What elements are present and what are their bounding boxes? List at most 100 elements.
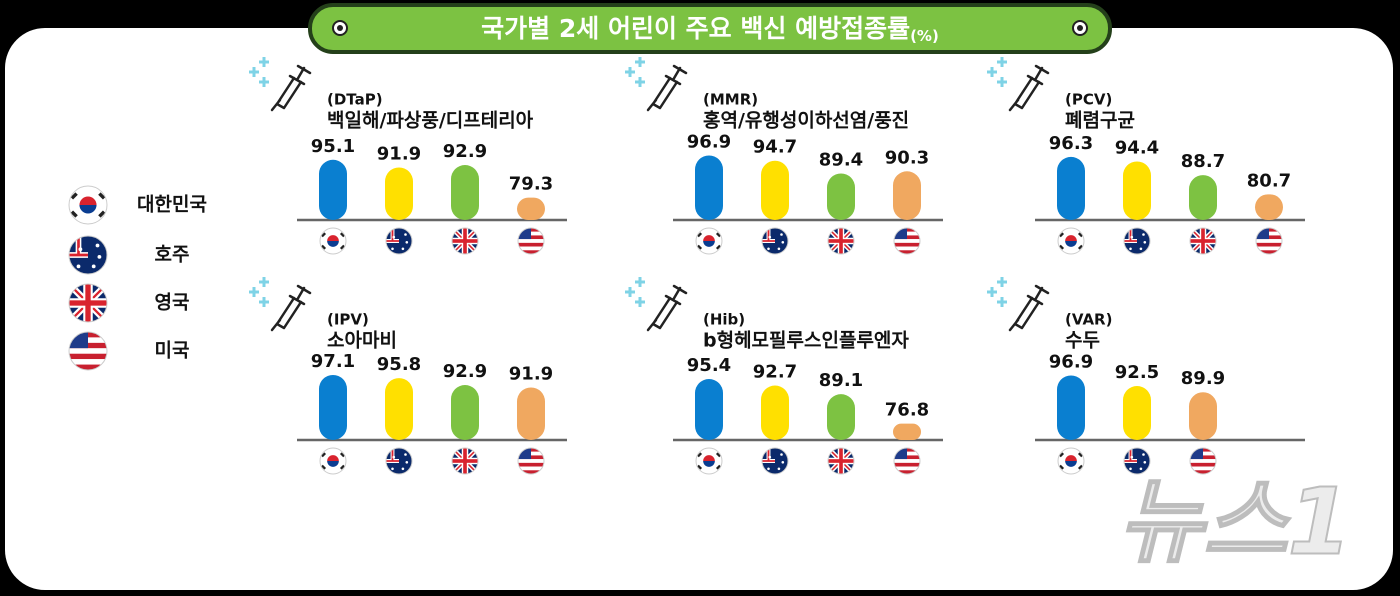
flag-rim xyxy=(451,227,479,255)
flag-part xyxy=(452,459,478,463)
value-label: 94.7 xyxy=(753,137,797,158)
flag-part xyxy=(828,459,854,463)
bar xyxy=(761,385,789,440)
flag-rim xyxy=(1189,447,1217,475)
flag-part xyxy=(321,464,327,470)
bar xyxy=(1123,161,1151,220)
flag xyxy=(1058,228,1084,254)
value-label: 89.1 xyxy=(819,370,863,391)
syringe xyxy=(646,64,688,112)
flag-rim xyxy=(1123,447,1151,475)
syringe xyxy=(1008,64,1050,112)
chart-title: 국가별 2세 어린이 주요 백신 예방접종률(%) xyxy=(481,14,939,45)
flag-part xyxy=(697,232,703,238)
bar xyxy=(1057,375,1085,440)
bar xyxy=(1123,386,1151,440)
syringe-icon xyxy=(987,57,1050,112)
flag-stripe xyxy=(69,348,107,354)
flag-rim xyxy=(68,185,108,225)
pill-dot xyxy=(337,25,343,31)
bar xyxy=(1189,392,1217,440)
flag-part xyxy=(339,452,345,458)
flag-rim xyxy=(68,283,108,323)
value-label: 79.3 xyxy=(509,174,553,195)
flag-part xyxy=(321,244,327,250)
syringe-icon xyxy=(625,277,688,332)
flag-rim xyxy=(1255,227,1283,255)
bar xyxy=(761,160,789,220)
flag-stripe xyxy=(894,462,920,467)
flag-rim xyxy=(517,447,545,475)
value-label: 88.7 xyxy=(1181,151,1225,172)
flag-star xyxy=(1130,455,1134,459)
flag-stripe xyxy=(518,470,544,474)
flag-star xyxy=(1143,241,1147,244)
flag xyxy=(894,448,920,474)
chart-title: 홍역/유행성이하선염/풍진 xyxy=(703,109,909,132)
flag xyxy=(452,228,478,254)
bar xyxy=(385,167,413,220)
flag-canton xyxy=(1190,448,1203,460)
flag-star xyxy=(768,235,772,239)
syringe xyxy=(270,64,312,112)
flag-star xyxy=(1142,453,1145,456)
flag-part xyxy=(1065,235,1077,241)
flag xyxy=(762,228,788,254)
flag-star xyxy=(391,247,394,251)
flag-part xyxy=(327,461,339,467)
syringe xyxy=(646,284,688,332)
syringe-icon xyxy=(249,277,312,332)
chart-code: (Hib) xyxy=(703,311,745,329)
flag-star xyxy=(781,241,785,244)
flag-part xyxy=(339,464,345,470)
unit: (%) xyxy=(910,27,939,45)
chart-title: b형헤모필루스인플루엔자 xyxy=(703,330,909,352)
value-label: 91.9 xyxy=(509,363,553,384)
flag-part xyxy=(69,300,107,306)
flag-stripe xyxy=(1256,242,1282,247)
flag-part xyxy=(339,232,345,238)
flag-rim xyxy=(385,227,413,255)
flag-star xyxy=(1139,247,1143,251)
flag-star xyxy=(391,467,394,471)
flag-rim xyxy=(761,227,789,255)
flag-star xyxy=(76,264,81,269)
value-label: 95.4 xyxy=(687,355,731,376)
value-label: 80.7 xyxy=(1247,170,1291,191)
value-label: 96.9 xyxy=(687,131,731,152)
flag-part xyxy=(79,205,97,214)
flag-star xyxy=(780,233,783,236)
bar xyxy=(695,379,723,440)
flag-part xyxy=(98,210,106,218)
flag-part xyxy=(1077,232,1083,238)
flag-rim xyxy=(68,331,108,371)
flag xyxy=(69,236,107,274)
flag-star xyxy=(404,453,407,456)
chart-title: 폐렴구균 xyxy=(1065,110,1135,132)
flag-star xyxy=(95,243,100,248)
flag-star xyxy=(1139,467,1143,471)
flag-stripe xyxy=(518,246,544,251)
flag-stripe xyxy=(894,242,920,247)
value-label: 76.8 xyxy=(885,400,929,421)
flag xyxy=(386,448,412,474)
flag-star xyxy=(392,455,396,459)
flag-part xyxy=(70,210,78,218)
flag-rim xyxy=(1057,227,1085,255)
legend-label: 영국 xyxy=(155,292,190,314)
bar xyxy=(1255,194,1283,220)
flag xyxy=(386,228,412,254)
value-label: 94.4 xyxy=(1115,137,1159,158)
flag-part xyxy=(1065,461,1077,467)
syringe-icon xyxy=(249,57,312,112)
flag-part xyxy=(1065,455,1077,461)
flag-star xyxy=(392,235,396,239)
syringe-icon xyxy=(625,57,688,112)
flag xyxy=(1124,228,1150,254)
flag-rim xyxy=(827,227,855,255)
flag-star xyxy=(777,467,781,471)
flag-part xyxy=(697,244,703,250)
flag-part xyxy=(327,241,339,247)
